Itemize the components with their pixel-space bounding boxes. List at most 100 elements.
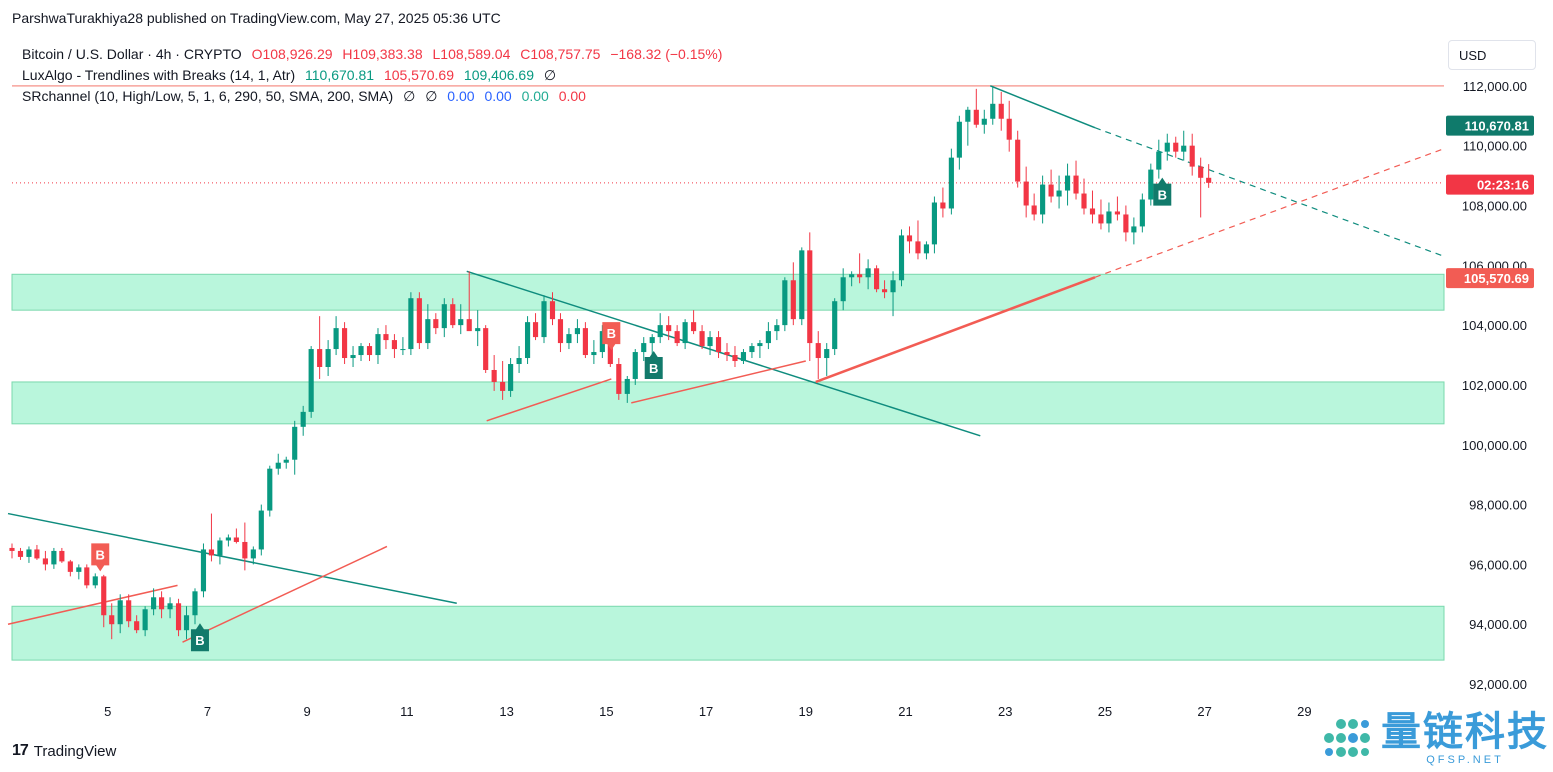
x-tick-label: 19 bbox=[799, 704, 813, 719]
y-tick-label: 108,000.00 bbox=[1462, 198, 1527, 213]
candle-body bbox=[1048, 184, 1054, 197]
candle-body bbox=[233, 537, 239, 542]
candle-body bbox=[865, 268, 871, 278]
srchannel-title[interactable]: SRchannel (10, High/Low, 5, 1, 6, 290, 5… bbox=[22, 88, 394, 104]
candle-body bbox=[973, 109, 979, 125]
luxalgo-value-3: 109,406.69 bbox=[463, 67, 534, 83]
marker-label: B bbox=[1158, 188, 1167, 203]
candle-body bbox=[134, 621, 140, 631]
lux-upper-label: 110,670.81 bbox=[1465, 119, 1529, 134]
srchannel-value-1: ∅ bbox=[403, 88, 416, 104]
candle-body bbox=[217, 540, 223, 556]
candle-body bbox=[1040, 184, 1046, 215]
sr-zone bbox=[11, 605, 1445, 661]
candle-body bbox=[566, 334, 572, 344]
candle-body bbox=[1206, 177, 1212, 183]
candle-body bbox=[242, 541, 248, 559]
candle-body bbox=[591, 352, 597, 356]
x-tick-label: 5 bbox=[104, 704, 111, 719]
break-up-marker: B bbox=[190, 623, 209, 652]
y-tick-label: 96,000.00 bbox=[1469, 557, 1527, 572]
candle-body bbox=[940, 202, 946, 209]
x-tick-label: 29 bbox=[1297, 704, 1311, 719]
marker-label: B bbox=[195, 633, 204, 648]
candle-body bbox=[524, 322, 531, 359]
candle-body bbox=[341, 328, 348, 359]
candle-body bbox=[67, 561, 73, 572]
candle-body bbox=[616, 364, 622, 394]
chart-legend: Bitcoin / U.S. Dollar · 4h · CRYPTO O108… bbox=[22, 44, 722, 107]
candle-body bbox=[200, 549, 207, 592]
luxalgo-legend: LuxAlgo - Trendlines with Breaks (14, 1,… bbox=[22, 65, 722, 86]
x-tick-label: 21 bbox=[898, 704, 912, 719]
candle-body bbox=[624, 378, 630, 394]
candle-body bbox=[832, 301, 838, 350]
sr-zone bbox=[11, 273, 1445, 311]
candle-body bbox=[649, 337, 655, 344]
candle-body bbox=[715, 337, 722, 353]
candle-body bbox=[931, 202, 937, 245]
lux-lower-label: 105,570.69 bbox=[1464, 271, 1529, 286]
marker-badge bbox=[190, 623, 209, 652]
tradingview-footer[interactable]: 17 TradingView bbox=[12, 742, 116, 760]
candle-body bbox=[981, 118, 987, 125]
y-tick-label: 112,000.00 bbox=[1463, 79, 1527, 94]
tradingview-brand: TradingView bbox=[33, 742, 117, 760]
candle-body bbox=[541, 301, 547, 338]
candle-body bbox=[183, 615, 190, 631]
candle-body bbox=[1198, 166, 1204, 178]
candle-body bbox=[175, 603, 182, 631]
candle-body bbox=[400, 349, 406, 351]
candle-body bbox=[857, 274, 863, 278]
candle-body bbox=[142, 609, 148, 631]
candle-body bbox=[159, 597, 165, 610]
y-tick-label: 110,000.00 bbox=[1463, 139, 1527, 154]
candle-body bbox=[491, 369, 497, 382]
candle-body bbox=[42, 558, 48, 565]
candle-body bbox=[192, 591, 198, 616]
candle-body bbox=[691, 322, 697, 332]
candle-body bbox=[1156, 151, 1162, 170]
candle-body bbox=[350, 355, 356, 359]
y-tick-label: 100,000.00 bbox=[1462, 438, 1527, 453]
lux-lower-label-bg bbox=[1446, 268, 1534, 289]
candlesticks bbox=[9, 85, 1212, 640]
break-up-marker: B bbox=[1153, 177, 1172, 206]
candle-body bbox=[391, 340, 398, 350]
srchannel-value-5: 0.00 bbox=[521, 88, 549, 104]
marker-badge bbox=[602, 322, 621, 351]
symbol-title[interactable]: Bitcoin / U.S. Dollar · 4h · CRYPTO bbox=[22, 46, 242, 62]
candle-body bbox=[84, 567, 90, 586]
candle-body bbox=[425, 319, 431, 344]
currency-button[interactable]: USD bbox=[1448, 40, 1536, 70]
candle-body bbox=[782, 280, 788, 326]
candle-body bbox=[557, 319, 564, 344]
candle-body bbox=[300, 411, 306, 427]
candle-body bbox=[109, 615, 115, 625]
candle-body bbox=[375, 334, 381, 356]
candle-body bbox=[475, 328, 481, 332]
candle-body bbox=[807, 250, 813, 344]
candle-body bbox=[682, 322, 688, 344]
watermark-subtext: QFSP.NET bbox=[1426, 754, 1504, 766]
main-series-legend: Bitcoin / U.S. Dollar · 4h · CRYPTO O108… bbox=[22, 44, 722, 65]
candle-body bbox=[724, 352, 730, 356]
publish-attribution: ParshwaTurakhiya28 published on TradingV… bbox=[12, 10, 501, 26]
y-tick-label: 92,000.00 bbox=[1469, 677, 1527, 692]
luxalgo-title[interactable]: LuxAlgo - Trendlines with Breaks (14, 1,… bbox=[22, 67, 296, 83]
candle-body bbox=[92, 576, 98, 586]
sr-zone bbox=[11, 381, 1445, 425]
candle-body bbox=[358, 346, 364, 356]
teal-trendline bbox=[7, 512, 457, 605]
candle-body bbox=[76, 567, 82, 572]
candle-body bbox=[500, 381, 506, 391]
candle-body bbox=[333, 328, 339, 350]
candle-body bbox=[666, 325, 672, 332]
close-value: C108,757.75 bbox=[520, 46, 601, 62]
candle-body bbox=[317, 349, 323, 367]
candle-body bbox=[1098, 214, 1104, 224]
candle-body bbox=[874, 268, 880, 290]
watermark-logo-icon bbox=[1324, 719, 1370, 757]
candle-body bbox=[34, 549, 40, 559]
